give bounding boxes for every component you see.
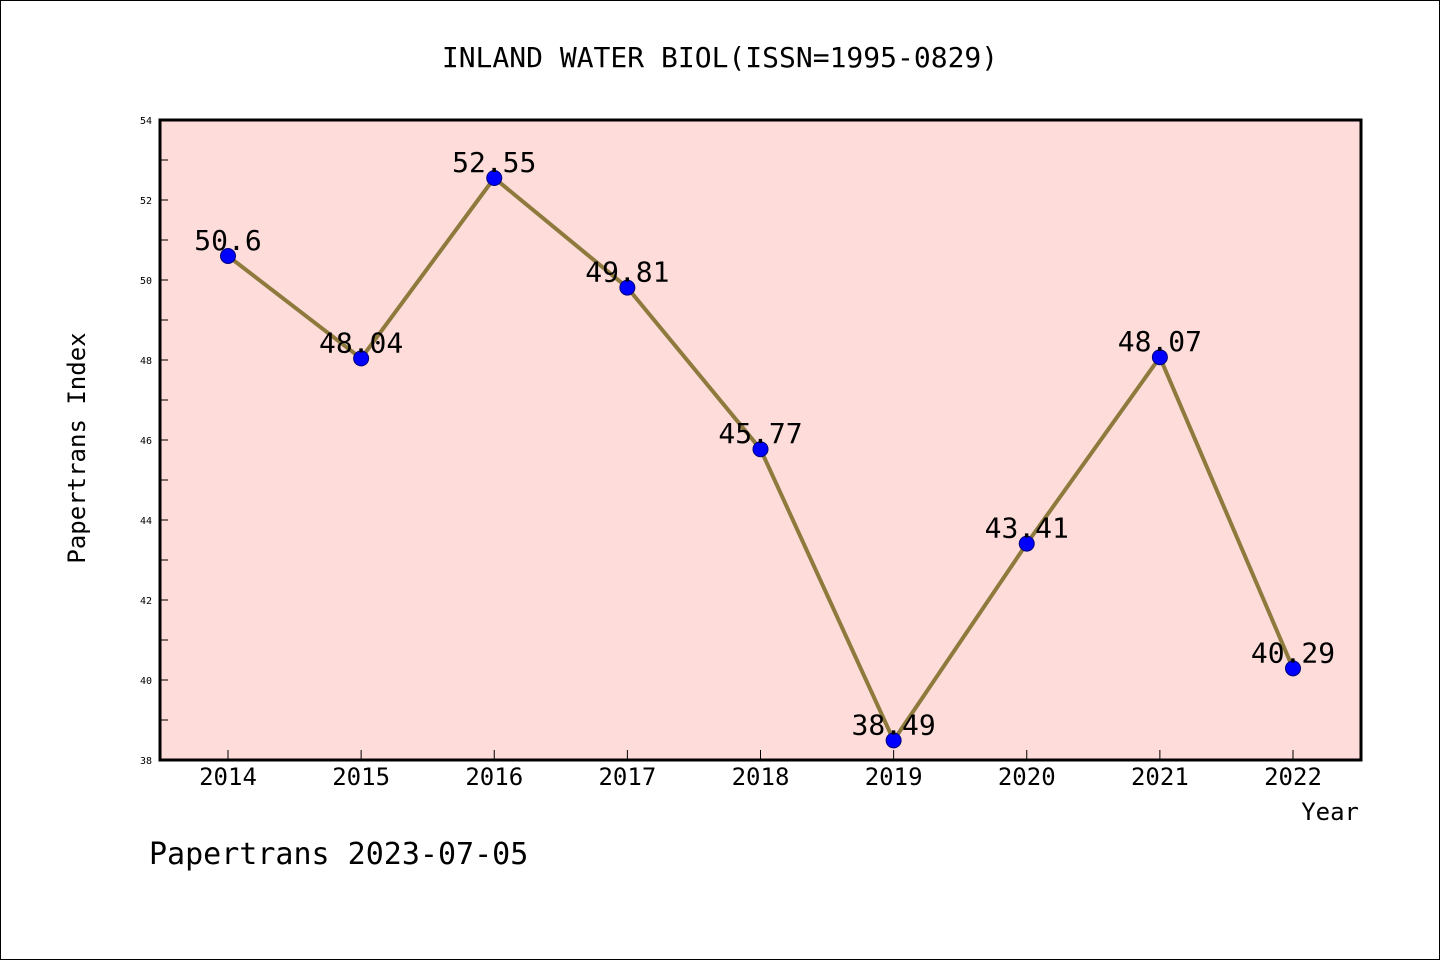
chart-title: INLAND WATER BIOL(ISSN=1995-0829): [442, 41, 998, 74]
x-tick-label: 2019: [865, 763, 923, 791]
footer-label: Papertrans 2023-07-05: [149, 837, 528, 872]
data-label: 40.29: [1251, 636, 1335, 669]
y-tick-label: 40: [140, 676, 152, 687]
data-label: 38.49: [851, 708, 935, 741]
data-point-marker: [1151, 349, 1168, 366]
x-axis: 2014 2015 2016 2017 2018 2019 2020 2021 2022: [199, 750, 1322, 791]
data-label: 48.04: [319, 326, 403, 359]
y-tick-label: 38: [140, 756, 152, 767]
data-label: 52.55: [452, 146, 536, 179]
x-tick-label: 2017: [598, 763, 656, 791]
y-tick-label: 48: [140, 356, 152, 367]
data-point-marker: [885, 732, 902, 749]
data-label: 50.6: [194, 224, 261, 257]
y-axis-label: Papertrans Index: [63, 332, 91, 563]
x-tick-label: 2016: [465, 763, 523, 791]
y-tick-label: 46: [140, 436, 152, 447]
data-point-marker: [220, 248, 236, 264]
data-point-marker: [752, 441, 769, 458]
x-tick-label: 2015: [332, 763, 390, 791]
y-tick-label: 52: [140, 196, 152, 207]
x-tick-label: 2014: [199, 763, 257, 791]
y-tick-label: 50: [140, 276, 152, 287]
data-labels-layer: 50.6 48.04 52.55 49.81 45.77 38.49 43.41 48.07 4…: [194, 146, 1335, 741]
data-label: 45.77: [718, 417, 802, 450]
data-label: 49.81: [585, 256, 669, 289]
data-label: 48.07: [1118, 325, 1202, 358]
y-tick-label: 42: [140, 596, 152, 607]
markers-layer: [220, 170, 1301, 749]
data-point-marker: [619, 279, 636, 296]
data-label: 43.41: [985, 512, 1069, 545]
plot-area: [158, 118, 1363, 762]
x-tick-label: 2021: [1131, 763, 1189, 791]
y-axis: 38 40 42 44 46 48 50 52 54: [140, 116, 168, 767]
x-tick-label: 2020: [998, 763, 1056, 791]
data-point-marker: [486, 170, 503, 186]
x-axis-label: Year: [1301, 798, 1359, 826]
x-tick-label: 2022: [1264, 763, 1322, 791]
data-point-marker: [353, 350, 370, 367]
y-tick-label: 54: [140, 116, 152, 127]
x-tick-label: 2018: [732, 763, 790, 791]
data-point-marker: [1018, 535, 1035, 552]
y-tick-label: 44: [140, 516, 152, 527]
data-point-marker: [1285, 660, 1301, 677]
